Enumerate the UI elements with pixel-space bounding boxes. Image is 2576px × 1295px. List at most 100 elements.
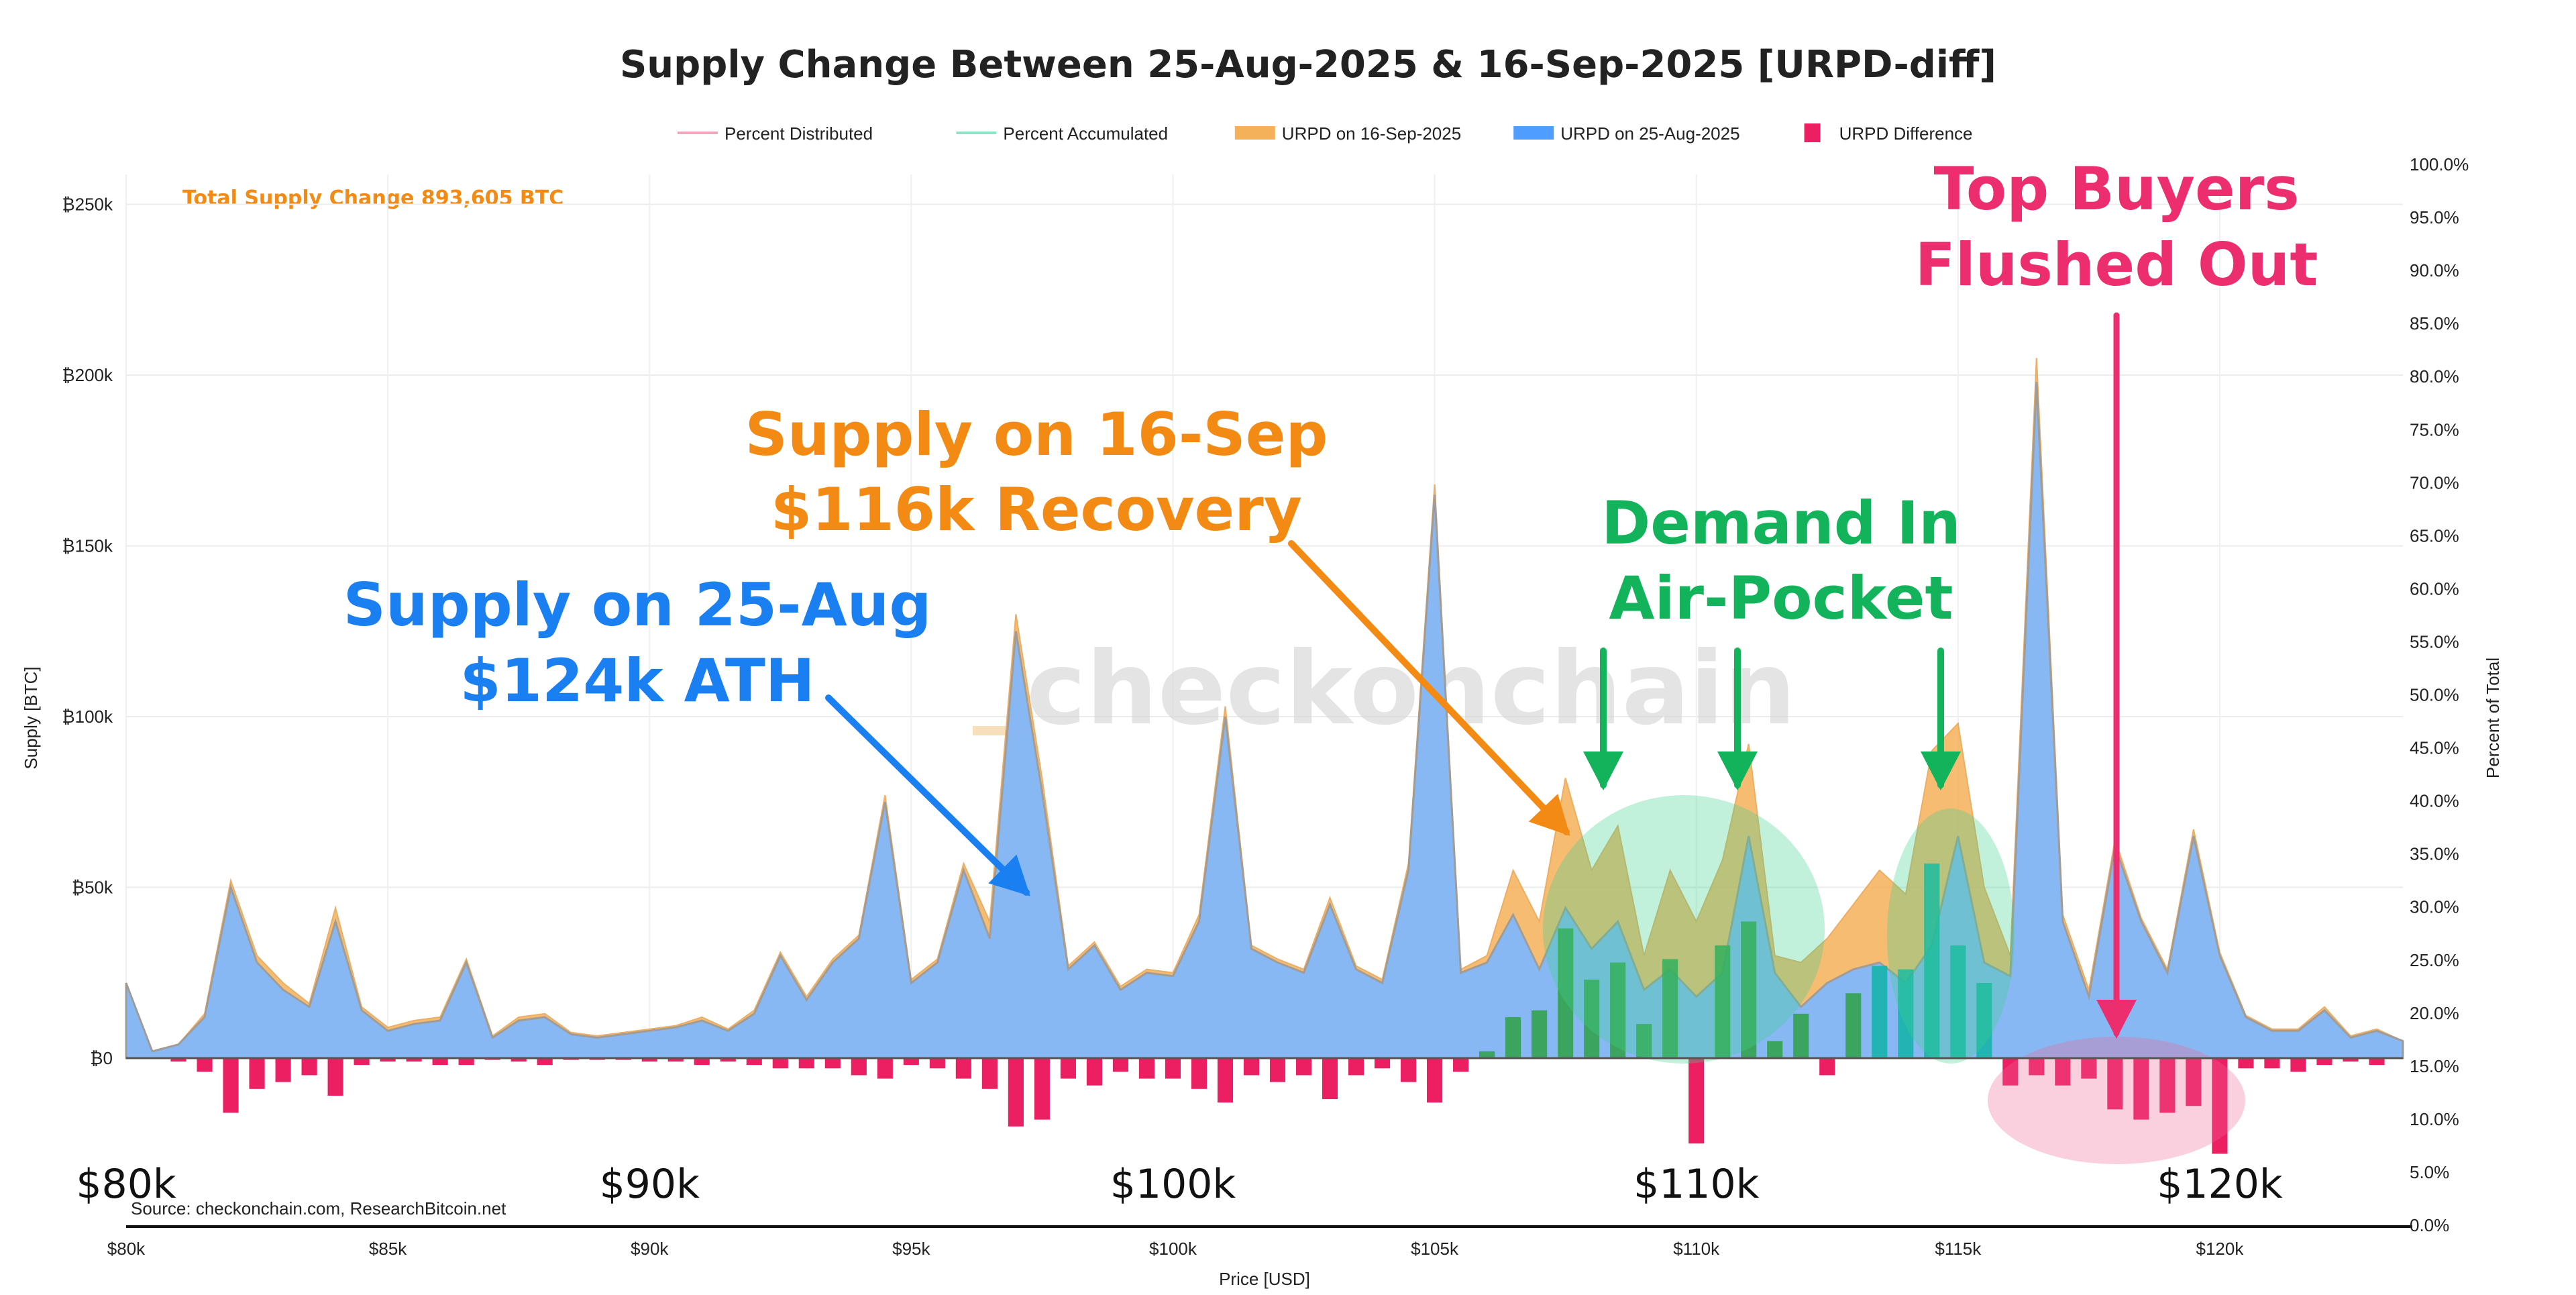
diff-bar-35 xyxy=(1034,1058,1050,1120)
diff-bar-84 xyxy=(2316,1058,2332,1066)
diff-bar-10 xyxy=(380,1058,396,1062)
y2-tick-label-9: 45.0% xyxy=(2410,738,2459,758)
y2-tick-label-3: 15.0% xyxy=(2410,1056,2459,1076)
legend: Percent Distributed Percent Accumulated UR… xyxy=(678,123,1973,144)
diff-bar-9 xyxy=(354,1058,370,1066)
y2-tick-label-17: 85.0% xyxy=(2410,313,2459,333)
legend-swatch-4 xyxy=(1804,123,1821,142)
diff-bar-39 xyxy=(1138,1058,1155,1079)
x-tick-label-3: $95k xyxy=(892,1239,930,1259)
y2-tick-label-15: 75.0% xyxy=(2410,419,2459,439)
legend-label-0: Percent Distributed xyxy=(724,123,873,144)
diff-bar-55 xyxy=(1558,928,1574,1058)
watermark-text: checkonchain xyxy=(1026,631,1796,747)
diff-bar-22 xyxy=(694,1058,710,1066)
diff-bar-63 xyxy=(1767,1041,1783,1058)
arrow-top-head xyxy=(2096,1000,2137,1039)
big-x-label-0: $80k xyxy=(76,1161,176,1208)
diff-bar-43 xyxy=(1243,1058,1260,1076)
legend-label-2: URPD on 16-Sep-2025 xyxy=(1282,123,1461,144)
diff-bar-52 xyxy=(1479,1051,1495,1058)
watermark: checkonchain xyxy=(973,631,1796,747)
diff-bar-67 xyxy=(1872,966,1888,1058)
annotation-aug-line2: $124k ATH xyxy=(460,646,814,715)
diff-bar-2 xyxy=(170,1058,186,1062)
diff-bar-32 xyxy=(955,1058,971,1079)
source-note: Source: checkonchain.com, ResearchBitcoi… xyxy=(131,1198,506,1219)
y-tick-label-1: ₿50k xyxy=(72,878,113,898)
diff-bar-28 xyxy=(851,1058,867,1076)
annotation-arrows xyxy=(825,312,2137,1039)
annotation-sep-line1: Supply on 16-Sep xyxy=(745,400,1328,469)
arrow-demand-1-head xyxy=(1583,752,1623,790)
diff-bar-76 xyxy=(2107,1058,2123,1110)
y2-tick-label-8: 40.0% xyxy=(2410,791,2459,811)
diff-bar-64 xyxy=(1793,1013,1809,1058)
x-axis-ticks: $80k $85k $90k $95k $100k $105k $110k $115k $120… xyxy=(107,1239,2245,1259)
diff-bar-21 xyxy=(667,1058,684,1062)
y-tick-label-2: ₿100k xyxy=(62,707,113,727)
diff-bar-46 xyxy=(1322,1058,1338,1100)
y2-tick-label-14: 70.0% xyxy=(2410,472,2459,493)
diff-bar-8 xyxy=(327,1058,343,1096)
legend-swatch-3 xyxy=(1513,126,1554,140)
area-25-aug xyxy=(125,382,2404,1059)
diff-bar-34 xyxy=(1008,1058,1024,1127)
y2-tick-label-19: 95.0% xyxy=(2410,207,2459,227)
y2-tick-label-0: 0.0% xyxy=(2410,1215,2449,1235)
diff-bar-29 xyxy=(877,1058,893,1079)
diff-bar-57 xyxy=(1610,962,1626,1058)
diff-bar-40 xyxy=(1165,1058,1181,1079)
diff-bar-86 xyxy=(2369,1058,2385,1066)
diff-bar-41 xyxy=(1191,1058,1208,1089)
big-x-label-2: $100k xyxy=(1110,1161,1236,1208)
diff-bar-36 xyxy=(1060,1058,1076,1079)
y2-tick-label-12: 60.0% xyxy=(2410,578,2459,599)
diff-bar-26 xyxy=(798,1058,814,1069)
diff-bar-6 xyxy=(275,1058,291,1082)
diff-bar-13 xyxy=(458,1058,474,1066)
annotation-sep-line2: $116k Recovery xyxy=(771,475,1302,544)
annotation-top-line1: Top Buyers xyxy=(1934,154,2300,223)
diff-bar-56 xyxy=(1584,979,1600,1058)
y-tick-label-5: ₿250k xyxy=(62,195,113,215)
x-axis-big-labels: $80k $90k $100k $110k $120k xyxy=(76,1161,2283,1208)
big-x-label-3: $110k xyxy=(1633,1161,1760,1208)
diff-bar-15 xyxy=(511,1058,527,1062)
y-tick-label-4: ₿200k xyxy=(62,365,113,385)
y-axis-ticks: ₿0 ₿50k ₿100k ₿150k ₿200k ₿250k xyxy=(62,195,113,1069)
arrow-aug-head xyxy=(988,854,1030,896)
arrow-demand-3-head xyxy=(1921,752,1961,790)
series-urpd-25-aug xyxy=(125,382,2404,1059)
diff-bar-62 xyxy=(1741,921,1757,1058)
arrow-aug-shaft xyxy=(825,694,1030,896)
diff-bar-27 xyxy=(824,1058,841,1069)
diff-bar-59 xyxy=(1662,959,1678,1058)
diff-bar-7 xyxy=(301,1058,317,1076)
diff-bar-60 xyxy=(1688,1058,1705,1144)
diff-bar-68 xyxy=(1898,969,1914,1058)
y2-tick-label-4: 20.0% xyxy=(2410,1003,2459,1023)
diff-bar-48 xyxy=(1374,1058,1391,1069)
arrow-sep-shaft xyxy=(1288,540,1570,835)
demand-air-pocket-ellipse-2 xyxy=(1887,809,2015,1064)
diff-bar-82 xyxy=(2264,1058,2280,1069)
top-buyers-ellipse xyxy=(1988,1037,2245,1164)
diff-bar-71 xyxy=(1976,983,1992,1058)
y2-tick-label-13: 65.0% xyxy=(2410,525,2459,546)
big-x-label-1: $90k xyxy=(600,1161,700,1208)
diff-bar-79 xyxy=(2186,1058,2202,1106)
diff-bar-78 xyxy=(2159,1058,2176,1113)
diff-bar-58 xyxy=(1636,1024,1652,1058)
total-supply-change: Total Supply Change 893,605 BTC xyxy=(182,187,564,210)
axes xyxy=(126,1057,2412,1228)
diff-bar-83 xyxy=(2290,1058,2306,1072)
y2-tick-label-10: 50.0% xyxy=(2410,685,2459,705)
diff-bar-66 xyxy=(1845,993,1862,1058)
y2-tick-label-18: 90.0% xyxy=(2410,260,2459,280)
diff-bar-37 xyxy=(1086,1058,1102,1086)
y2-tick-label-7: 35.0% xyxy=(2410,844,2459,864)
annotation-demand-line2: Air-Pocket xyxy=(1609,564,1953,633)
x-tick-label-8: $120k xyxy=(2196,1239,2244,1259)
diff-bar-81 xyxy=(2238,1058,2254,1069)
